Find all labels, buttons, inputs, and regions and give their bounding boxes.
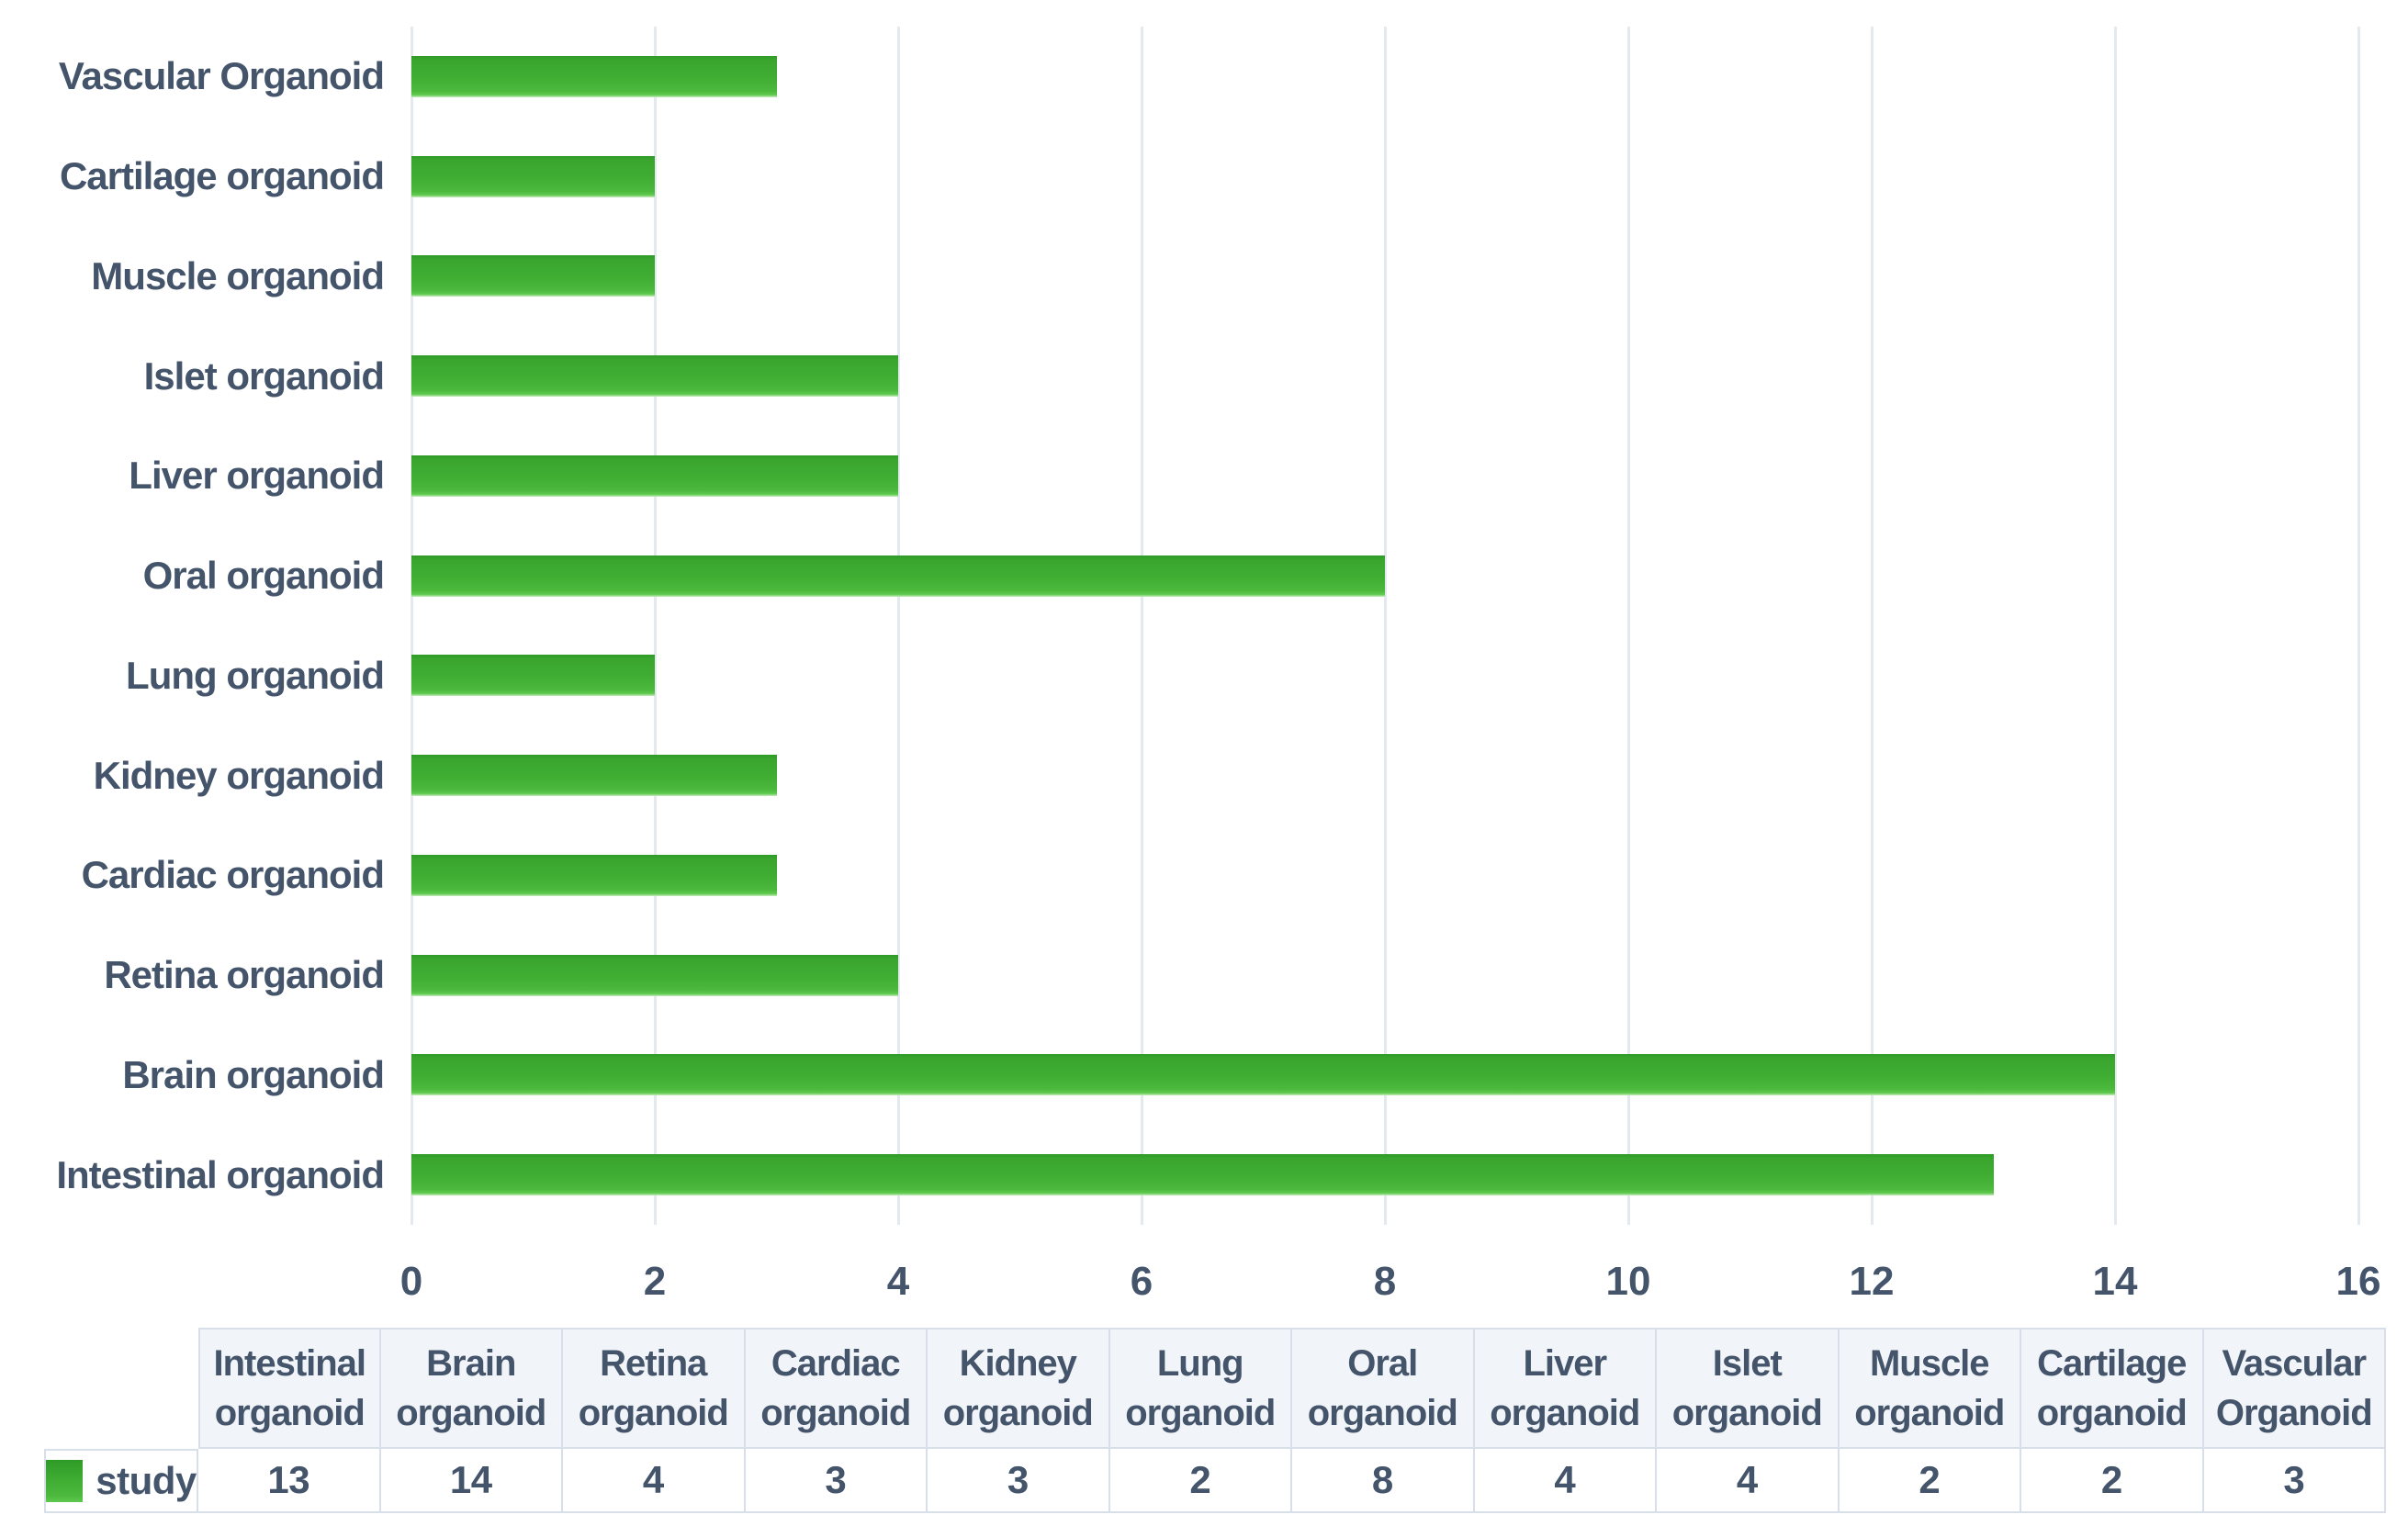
category-label: Islet organoid (143, 353, 385, 398)
bar-brain-organoid (411, 1054, 2115, 1096)
x-axis-tick-label: 14 (2092, 1259, 2138, 1304)
category-label: Muscle organoid (91, 253, 385, 297)
legend-label-study: study (96, 1459, 197, 1502)
table-corner-cell (44, 1328, 198, 1449)
category-label: Lung organoid (126, 653, 385, 697)
table-value-cell: 13 (198, 1449, 381, 1513)
x-axis-tick-label: 16 (2335, 1259, 2381, 1304)
x-gridline (1140, 27, 1143, 1225)
legend-cell: study (44, 1449, 198, 1513)
table-value-cell: 4 (1657, 1449, 1840, 1513)
table-header-cell: Vascular Organoid (2203, 1328, 2386, 1449)
table-header-cell: Islet organoid (1657, 1328, 1840, 1449)
table-header-cell: Brain organoid (380, 1328, 563, 1449)
table-value-cell: 8 (1292, 1449, 1475, 1513)
x-gridline (1383, 27, 1387, 1225)
bar-kidney-organoid (411, 755, 777, 797)
bar-liver-organoid (411, 454, 898, 497)
table-value-cell: 2 (2021, 1449, 2204, 1513)
table-value-cell: 4 (563, 1449, 746, 1513)
table-header-cell: Cartilage organoid (2021, 1328, 2204, 1449)
x-axis-tick-label: 2 (643, 1259, 667, 1304)
bar-cardiac-organoid (411, 854, 777, 896)
x-gridline (653, 27, 657, 1225)
bar-muscle-organoid (411, 255, 655, 297)
category-label: Retina organoid (104, 953, 385, 997)
table-header-cell: Cardiac organoid (745, 1328, 928, 1449)
category-label: Intestinal organoid (56, 1152, 385, 1196)
table-header-cell: Liver organoid (1474, 1328, 1657, 1449)
x-axis-tick-label: 4 (886, 1259, 910, 1304)
table-header-cell: Intestinal organoid (198, 1328, 381, 1449)
table-value-cell: 4 (1474, 1449, 1657, 1513)
bar-retina-organoid (411, 954, 898, 996)
x-axis-tick-label: 0 (399, 1259, 423, 1304)
category-label: Kidney organoid (93, 753, 385, 797)
bar-intestinal-organoid (411, 1154, 1994, 1196)
chart-data-table: Intestinal organoid Brain organoid Retina … (44, 1328, 2386, 1513)
bar-vascular-organoid (411, 55, 777, 97)
category-label: Cartilage organoid (59, 154, 385, 198)
table-header-cell: Oral organoid (1292, 1328, 1475, 1449)
bar-cartilage-organoid (411, 155, 655, 197)
bar-islet-organoid (411, 355, 898, 398)
category-label: Oral organoid (142, 554, 385, 598)
table-value-cell: 3 (2203, 1449, 2386, 1513)
table-value-cell: 14 (380, 1449, 563, 1513)
x-gridline (2113, 27, 2117, 1225)
category-label: Liver organoid (129, 454, 385, 498)
x-gridline (1870, 27, 1874, 1225)
table-value-cell: 2 (1839, 1449, 2021, 1513)
table-header-cell: Kidney organoid (928, 1328, 1110, 1449)
x-axis-tick-label: 6 (1130, 1259, 1153, 1304)
x-axis-tick-label: 10 (1605, 1259, 1651, 1304)
x-gridline (896, 27, 900, 1225)
bar-lung-organoid (411, 655, 655, 697)
category-label: Brain organoid (122, 1052, 385, 1096)
table-header-cell: Retina organoid (563, 1328, 746, 1449)
x-gridline (1626, 27, 1630, 1225)
table-header-cell: Lung organoid (1109, 1328, 1292, 1449)
x-axis-tick-label: 12 (1849, 1259, 1895, 1304)
bar-oral-organoid (411, 555, 1385, 597)
x-gridline (2357, 27, 2360, 1225)
table-value-cell: 2 (1109, 1449, 1292, 1513)
table-header-cell: Muscle organoid (1839, 1328, 2021, 1449)
category-label: Vascular Organoid (58, 54, 385, 98)
x-axis-tick-label: 8 (1373, 1259, 1397, 1304)
legend-swatch-study (46, 1460, 84, 1502)
table-value-cell: 3 (928, 1449, 1110, 1513)
x-gridline (410, 27, 413, 1225)
table-value-cell: 3 (745, 1449, 928, 1513)
category-label: Cardiac organoid (81, 853, 385, 897)
